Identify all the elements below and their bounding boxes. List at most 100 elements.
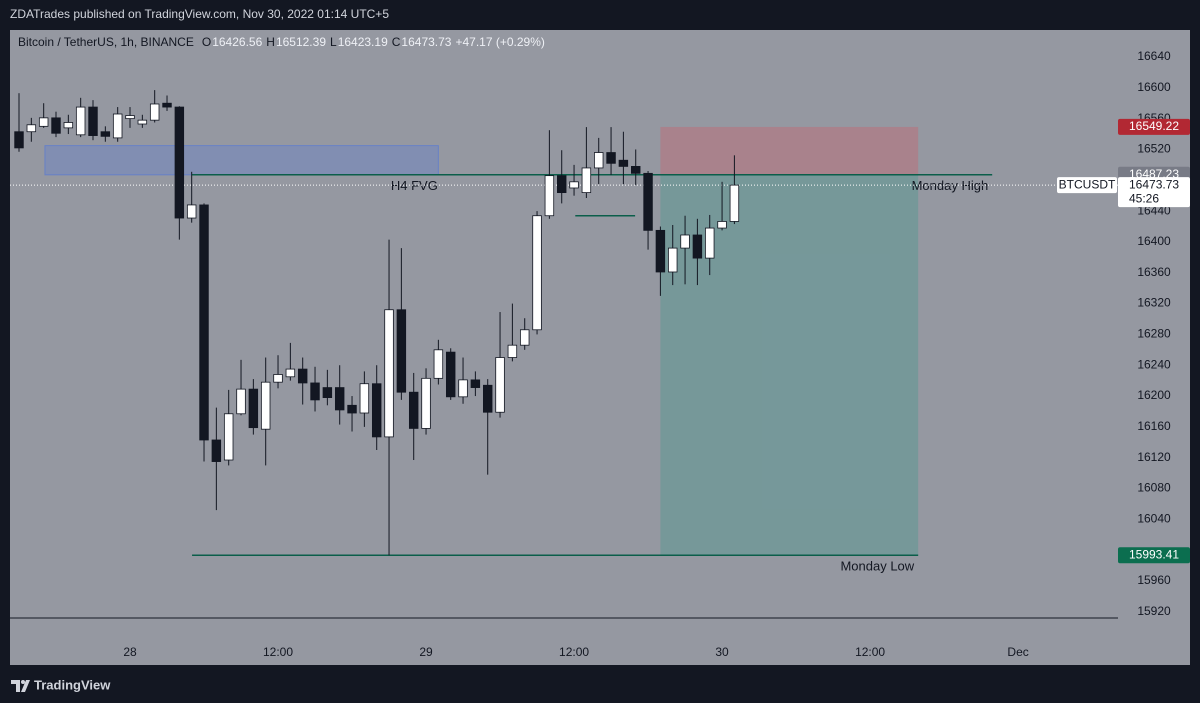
y-tick-label: 16040 [1137, 512, 1171, 526]
candle-body [384, 309, 394, 438]
legend-change: +47.17 (+0.29%) [455, 35, 544, 49]
x-tick-label: Dec [1007, 645, 1028, 659]
candle-body [248, 388, 259, 429]
x-tick-label: 28 [123, 645, 137, 659]
candle-body [125, 115, 135, 120]
y-tick-label: 15960 [1137, 573, 1171, 587]
candle-body [285, 368, 296, 378]
x-tick-label: 12:00 [263, 645, 293, 659]
y-tick-label: 16600 [1137, 80, 1171, 94]
candle-body [482, 384, 493, 413]
candle-body [174, 106, 185, 219]
y-tick-label: 16200 [1137, 388, 1171, 402]
candle-body [334, 387, 345, 411]
candle-body [581, 167, 592, 194]
candle-body [14, 131, 24, 149]
candle-body [631, 166, 641, 174]
x-tick-label: 29 [419, 645, 433, 659]
candle-body [557, 175, 567, 194]
y-tick-label: 16280 [1137, 327, 1171, 341]
y-tick-label: 16520 [1137, 142, 1171, 156]
candle-body [495, 357, 505, 413]
candle-body [211, 439, 222, 462]
y-tick-label: 16360 [1137, 265, 1171, 279]
logo-icon [11, 680, 30, 692]
candle-body [236, 388, 246, 415]
candle-body [88, 106, 98, 136]
stop-zone [660, 126, 919, 175]
price-tag-label: 15993.41 [1129, 547, 1179, 561]
candle-body [618, 159, 629, 167]
candle-body [445, 351, 456, 398]
candle-body [655, 229, 666, 273]
candle-body [51, 117, 61, 134]
legend-value: 16512.39 [276, 35, 326, 49]
candle-body [260, 381, 271, 430]
y-tick-label: 15920 [1137, 604, 1171, 618]
candle-body [63, 122, 74, 129]
candle-body [606, 152, 616, 164]
candle-body [322, 387, 333, 398]
candle-body [26, 124, 37, 133]
publisher: ZDATrades published on TradingView.com, … [10, 7, 389, 21]
candle-body [38, 117, 49, 127]
y-tick-label: 16160 [1137, 419, 1171, 433]
candle-body [347, 404, 357, 414]
price-tag [1118, 118, 1190, 135]
candle-body [705, 227, 715, 259]
y-tick-label: 16120 [1137, 450, 1171, 464]
x-tick-label: 12:00 [855, 645, 885, 659]
candle-body [643, 172, 653, 231]
last-price-label: 16473.73 [1129, 177, 1179, 191]
level-label: Monday High [912, 178, 989, 193]
price-tag-label: 16549.22 [1129, 119, 1179, 133]
candle-body [532, 215, 542, 331]
candle-body [273, 374, 283, 383]
chart-title: Bitcoin / TetherUS, 1h, BINANCE [18, 35, 194, 49]
fvg-zone [44, 145, 439, 176]
candle-body [544, 175, 555, 217]
candle-body [75, 106, 86, 136]
x-tick-label: 12:00 [559, 645, 589, 659]
countdown: 45:26 [1129, 191, 1159, 205]
candle-body [421, 377, 431, 429]
candle-body [297, 368, 308, 384]
candle-body [458, 379, 468, 398]
fvg-label: H4 FVG [391, 178, 438, 193]
logo: TradingView [11, 677, 111, 692]
candle-body [519, 329, 530, 346]
candle-body [729, 184, 740, 222]
legend-key: L [330, 35, 337, 49]
candle-body [199, 204, 209, 441]
legend-key: O [202, 35, 211, 49]
legend-value: 16426.56 [212, 35, 262, 49]
candle-body [408, 391, 419, 429]
y-tick-label: 16640 [1137, 49, 1171, 63]
candle-body [717, 221, 727, 229]
price-tag [1118, 547, 1190, 564]
brand: TradingView [34, 677, 111, 692]
symbol-label: BTCUSDT [1059, 177, 1116, 191]
symbol-tag [1057, 177, 1117, 194]
candle-body [470, 379, 481, 388]
candle-body [100, 131, 111, 137]
target-zone [660, 174, 919, 556]
candle-body [162, 102, 172, 108]
legend-value: 16423.19 [338, 35, 388, 49]
candle-body [186, 204, 197, 219]
candle-body [112, 113, 123, 139]
level-label: Monday Low [840, 559, 914, 574]
chart-panel [10, 30, 1190, 665]
legend-key: H [266, 35, 275, 49]
candle-body [507, 344, 518, 358]
candle-body [594, 152, 604, 169]
candle-body [371, 383, 382, 438]
legend-key: C [392, 35, 401, 49]
y-tick-label: 16400 [1137, 234, 1171, 248]
candle-body [668, 247, 678, 273]
candle-body [310, 382, 320, 401]
candle-body [692, 234, 703, 259]
last-price-tag [1118, 177, 1190, 208]
